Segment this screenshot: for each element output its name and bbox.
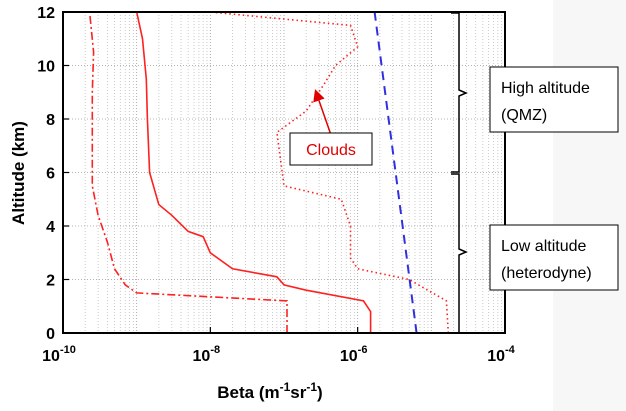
x-tick-label: 10-4 [487, 344, 515, 365]
y-tick-label: 12 [37, 5, 55, 22]
y-tick-label: 6 [46, 166, 55, 183]
y-axis-label: Altitude (km) [9, 121, 28, 225]
high-altitude-label-line1: High altitude [501, 80, 590, 97]
y-tick-label: 8 [46, 112, 55, 129]
series-line-solid [135, 11, 372, 333]
clouds-label-box [289, 132, 373, 166]
high-altitude-bracket [451, 12, 468, 173]
y-tick-label: 4 [46, 219, 55, 236]
axis-ticks: 0 2 4 6 8 10 12 10-10 10-8 10-6 10-4 [37, 5, 515, 365]
series-line-dashdot [88, 11, 288, 333]
y-tick-label: 10 [37, 59, 55, 76]
grid [62, 11, 505, 334]
x-tick-label: 10-6 [340, 344, 368, 365]
high-altitude-label-line2: (QMZ) [501, 107, 547, 124]
series-group [88, 11, 450, 334]
series-line-dotted [210, 11, 450, 334]
low-altitude-box [489, 224, 619, 291]
low-altitude-bracket [451, 173, 468, 334]
low-altitude-label-line1: Low altitude [501, 238, 586, 255]
clouds-arrow [313, 89, 332, 136]
low-altitude-label-line2: (heterodyne) [501, 265, 592, 282]
x-tick-label: 10-8 [193, 344, 221, 365]
high-altitude-box [489, 66, 619, 133]
y-tick-label: 2 [46, 273, 55, 290]
series-line-dashed [373, 11, 418, 334]
x-tick-label: 10-10 [42, 344, 76, 365]
x-axis-label: Beta (m-1sr-1) [217, 380, 322, 402]
clouds-label: Clouds [306, 142, 356, 159]
y-tick-label: 0 [46, 326, 55, 343]
